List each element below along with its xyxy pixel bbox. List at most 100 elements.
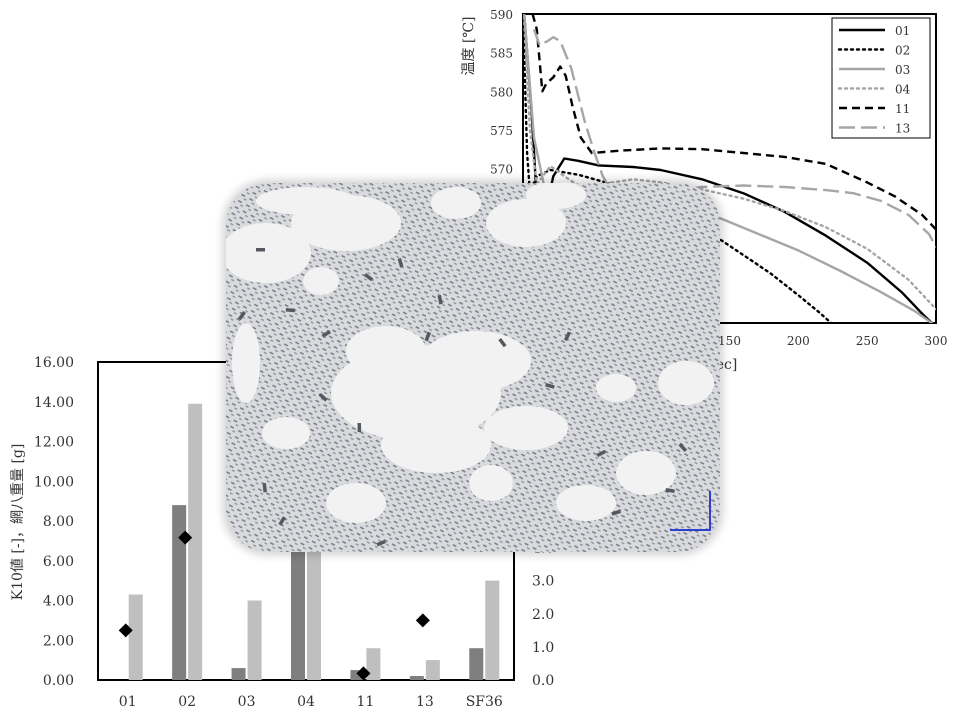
line-y-tick-label: 580 — [490, 85, 513, 99]
bar-y-tick-label: 0.00 — [43, 673, 74, 689]
diamond-marker — [118, 623, 133, 638]
dark-particle — [611, 509, 621, 516]
bar — [128, 594, 143, 680]
dark-particle — [563, 331, 571, 342]
dendrite — [556, 485, 616, 521]
bar — [247, 600, 262, 680]
dark-particle — [545, 383, 555, 389]
dendrite — [256, 187, 356, 215]
bar-y2-tick-label: 2.0 — [532, 607, 554, 623]
bar-x-tick-label: 02 — [178, 694, 196, 710]
bar-x-tick-label: 04 — [297, 694, 315, 710]
diamond-marker — [178, 530, 193, 545]
bar-y-tick-label: 2.00 — [43, 633, 74, 649]
legend-label: 03 — [895, 63, 910, 77]
dendrite — [596, 374, 636, 402]
micrograph-image — [226, 183, 720, 552]
bar-x-axis-ticks: 01 02 03 04 11 13 SF36 — [119, 694, 503, 710]
bar — [291, 550, 305, 680]
dendrite — [303, 267, 339, 295]
dark-particle — [278, 516, 286, 526]
micrograph-dendrites — [226, 183, 714, 523]
scale-bar — [670, 491, 711, 531]
bar-y-tick-label: 6.00 — [43, 554, 74, 570]
diamond-marker — [415, 613, 430, 628]
line-y-axis-label: 温度 [℃] — [461, 16, 477, 75]
dark-particle — [665, 488, 675, 494]
dendrite — [326, 483, 386, 523]
bar-y-tick-label: 12.00 — [34, 435, 74, 451]
bar-x-tick-label: 13 — [416, 694, 434, 710]
bar-y-axis-ticks: 0.00 2.00 4.00 6.00 8.00 10.00 12.00 14.00 16.00 — [34, 355, 74, 689]
dark-particle — [363, 273, 374, 282]
dark-particle — [596, 449, 606, 458]
line-y-tick-label: 575 — [490, 124, 513, 138]
legend-label: 02 — [895, 44, 910, 58]
dark-particle — [397, 258, 404, 268]
bar-y2-tick-label: 0.0 — [532, 673, 554, 689]
dendrite — [346, 326, 426, 376]
dendrite — [262, 417, 310, 449]
dark-particle — [376, 539, 386, 547]
dendrite — [484, 406, 568, 450]
dendrite — [616, 451, 676, 495]
bar-x-tick-label: SF36 — [466, 694, 503, 710]
legend-box — [831, 17, 931, 139]
micrograph-dark-particles — [237, 248, 688, 547]
bar-y2-tick-label: 1.0 — [532, 640, 554, 656]
legend-label: 04 — [895, 83, 911, 97]
dendrite — [469, 465, 513, 501]
bar — [307, 550, 321, 680]
dark-particle — [237, 310, 246, 321]
bar — [409, 676, 424, 680]
bar — [469, 648, 484, 680]
line-y-tick-label: 585 — [490, 47, 513, 61]
dendrite — [421, 331, 531, 391]
legend-label: 01 — [895, 24, 910, 38]
dark-particle — [256, 248, 265, 252]
bar-y-tick-label: 4.00 — [43, 594, 74, 610]
dark-particle — [321, 330, 331, 338]
bar — [350, 670, 365, 680]
bar-x-tick-label: 11 — [357, 694, 375, 710]
dendrite — [232, 323, 260, 403]
bar — [188, 403, 203, 680]
dendrite — [526, 183, 586, 209]
bar-x-tick-label: 01 — [119, 694, 137, 710]
bar-y-tick-label: 8.00 — [43, 514, 74, 530]
bar-secondary-y-axis-ticks: 0.01.02.03.04.0 — [532, 541, 554, 690]
bar-y-tick-label: 10.00 — [34, 474, 74, 490]
bar — [231, 668, 246, 680]
line-legend: 01 02 03 04 11 13 — [831, 17, 931, 139]
line-series-04 — [523, 14, 936, 311]
line-x-tick-label: 150 — [718, 334, 741, 348]
bar — [425, 660, 440, 680]
bar-diamond-markers — [118, 530, 430, 681]
dark-particle — [285, 308, 295, 313]
dark-particle — [318, 393, 328, 402]
bar — [172, 505, 187, 680]
line-series-11 — [531, 14, 936, 231]
bar-x-tick-label: 03 — [238, 694, 256, 710]
line-y-tick-label: 590 — [490, 8, 513, 22]
bar-y-axis-label: K10値 [-]，網八重量 [g] — [10, 444, 26, 601]
bar — [485, 580, 500, 680]
dark-particle — [498, 337, 507, 348]
bar-y-tick-label: 14.00 — [34, 395, 74, 411]
diamond-marker — [356, 666, 371, 681]
dendrite — [381, 417, 491, 473]
dendrite — [486, 199, 566, 247]
dendrite — [226, 223, 311, 283]
line-x-tick-label: 250 — [856, 334, 879, 348]
bar-y-tick-label: 16.00 — [34, 355, 74, 371]
bar — [366, 648, 381, 680]
dark-particle — [437, 294, 443, 305]
dark-particle — [262, 483, 267, 493]
bar-marks — [128, 403, 500, 680]
legend-label: 13 — [895, 122, 910, 136]
dark-particle — [678, 443, 688, 452]
dendrite — [658, 361, 714, 405]
dark-particle — [357, 423, 362, 433]
legend-label: 11 — [895, 102, 910, 116]
line-x-tick-label: 300 — [925, 334, 948, 348]
